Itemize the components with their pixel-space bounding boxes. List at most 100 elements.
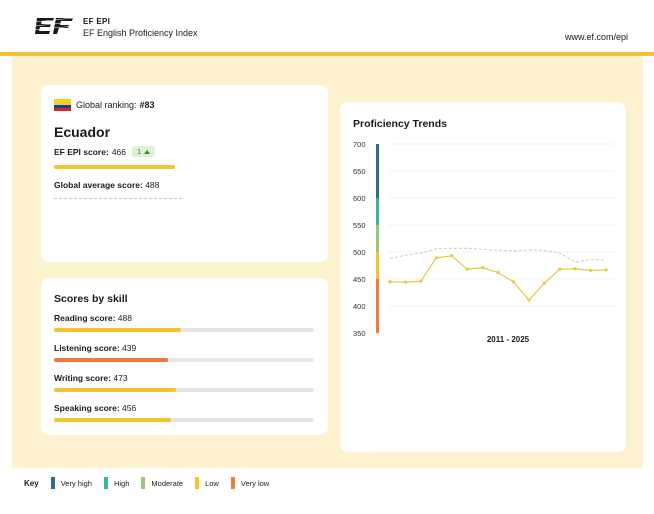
proficiency-band <box>376 171 379 198</box>
skills-card: Scores by skill Reading score: 488 Liste… <box>41 278 328 435</box>
key-item-label: Very low <box>240 478 270 488</box>
proficiency-trends-chart[interactable]: 700 650 600 550 500 450 400 350 2011 - 2025 <box>340 102 626 452</box>
proficiency-band <box>376 225 379 252</box>
data-point <box>496 270 500 275</box>
site-url-link[interactable]: www.ef.com/epi <box>564 32 628 42</box>
skill-listening: Listening score: 439 <box>54 343 314 362</box>
skill-name: Reading score: <box>54 313 116 323</box>
data-point <box>542 281 546 285</box>
skill-value: 439 <box>122 343 137 353</box>
arrow-up-icon <box>144 149 151 154</box>
data-point <box>419 279 423 283</box>
key-item-label: Very high <box>60 478 92 488</box>
data-point <box>480 266 485 270</box>
avg-label: Global average score: <box>54 180 143 190</box>
brand-title: EF EPI <box>83 17 111 26</box>
header: EF EPI EF English Proficiency Index www.… <box>0 0 654 52</box>
key-swatch <box>195 477 200 489</box>
rank-value: #83 <box>139 100 155 110</box>
country-name: Ecuador <box>54 124 111 140</box>
x-axis-label: 2011 - 2025 <box>487 335 530 344</box>
skill-label: Listening score: 439 <box>54 343 314 353</box>
data-point <box>573 267 577 271</box>
data-point <box>388 280 392 284</box>
skill-label: Reading score: 488 <box>54 313 314 323</box>
epi-score: EF EPI score: 466 1 <box>54 146 156 157</box>
skill-name: Writing score: <box>54 373 111 383</box>
proficiency-band <box>376 144 379 171</box>
y-tick-label: 550 <box>353 221 366 230</box>
global-ranking: Global ranking: #83 <box>54 99 155 111</box>
key-swatch <box>141 477 146 489</box>
global-average-line <box>389 247 607 263</box>
skill-value: 488 <box>117 313 132 323</box>
score-bar <box>54 165 175 169</box>
skill-bar-track <box>54 418 314 422</box>
y-tick-label: 450 <box>353 275 366 284</box>
y-tick-label: 700 <box>353 140 366 149</box>
skill-bar-fill <box>54 358 169 362</box>
data-point <box>604 268 608 272</box>
data-point <box>403 280 408 284</box>
ecuador-flag-icon <box>54 99 71 111</box>
key-swatch <box>103 477 108 489</box>
header-divider <box>0 52 654 56</box>
key-item-label: High <box>113 478 130 488</box>
skill-value: 456 <box>122 403 137 413</box>
skills-title: Scores by skill <box>54 293 128 305</box>
trends-title: Proficiency Trends <box>353 118 447 130</box>
rank-change-value: 1 <box>137 147 142 156</box>
key-swatch <box>230 477 235 489</box>
skill-name: Listening score: <box>54 343 120 353</box>
rank-change-badge: 1 <box>132 146 156 157</box>
score-label: EF EPI score: <box>54 146 109 157</box>
data-point <box>558 267 562 271</box>
key-item-label: Moderate <box>151 478 184 488</box>
country-card: Global ranking: #83 Ecuador EF EPI score… <box>41 85 328 262</box>
key-swatch <box>50 477 55 489</box>
rank-label: Global ranking: <box>76 100 137 110</box>
global-average: Global average score: 488 <box>54 180 159 190</box>
average-dashed-line <box>54 198 182 199</box>
proficiency-band <box>376 198 379 225</box>
skill-bar-fill <box>54 328 182 332</box>
brand: EF EPI EF English Proficiency Index <box>83 17 198 38</box>
skill-bar-fill <box>54 418 171 422</box>
brand-subtitle: EF English Proficiency Index <box>83 28 198 38</box>
y-tick-label: 400 <box>353 302 366 311</box>
y-tick-label: 500 <box>353 248 366 257</box>
key-item: Moderate <box>141 477 183 489</box>
skill-label: Speaking score: 456 <box>54 403 314 413</box>
data-point <box>511 280 516 284</box>
key-item: Very high <box>50 477 92 489</box>
skill-bar-track <box>54 358 314 362</box>
key-label: Key <box>24 478 39 488</box>
key-item: Very low <box>230 477 270 489</box>
skill-bar-track <box>54 328 314 332</box>
skill-writing: Writing score: 473 <box>54 373 314 392</box>
key-item-label: Low <box>205 478 219 488</box>
skill-name: Speaking score: <box>54 403 120 413</box>
data-point <box>588 268 593 272</box>
data-point <box>450 254 454 258</box>
y-tick-label: 650 <box>353 167 366 176</box>
y-tick-label: 600 <box>353 194 366 203</box>
key-item: High <box>103 477 130 489</box>
proficiency-band <box>376 252 379 279</box>
data-point <box>434 256 438 260</box>
y-tick-label: 350 <box>353 329 366 338</box>
data-point <box>465 267 469 271</box>
score-value: 466 <box>111 146 126 157</box>
avg-value: 488 <box>145 180 160 190</box>
skill-value: 473 <box>113 373 128 383</box>
skill-label: Writing score: 473 <box>54 373 314 383</box>
skill-speaking: Speaking score: 456 <box>54 403 314 422</box>
key-item: Low <box>195 477 219 489</box>
trends-card: Proficiency Trends 700 650 600 550 500 450 400… <box>340 102 626 452</box>
main-panel: Global ranking: #83 Ecuador EF EPI score… <box>12 56 643 468</box>
proficiency-band <box>376 279 379 333</box>
ef-logo[interactable] <box>34 16 74 40</box>
key-legend: Key Very high High Moderate Low Very low <box>24 477 281 489</box>
country-score-line <box>389 255 607 301</box>
skill-reading: Reading score: 488 <box>54 313 314 332</box>
